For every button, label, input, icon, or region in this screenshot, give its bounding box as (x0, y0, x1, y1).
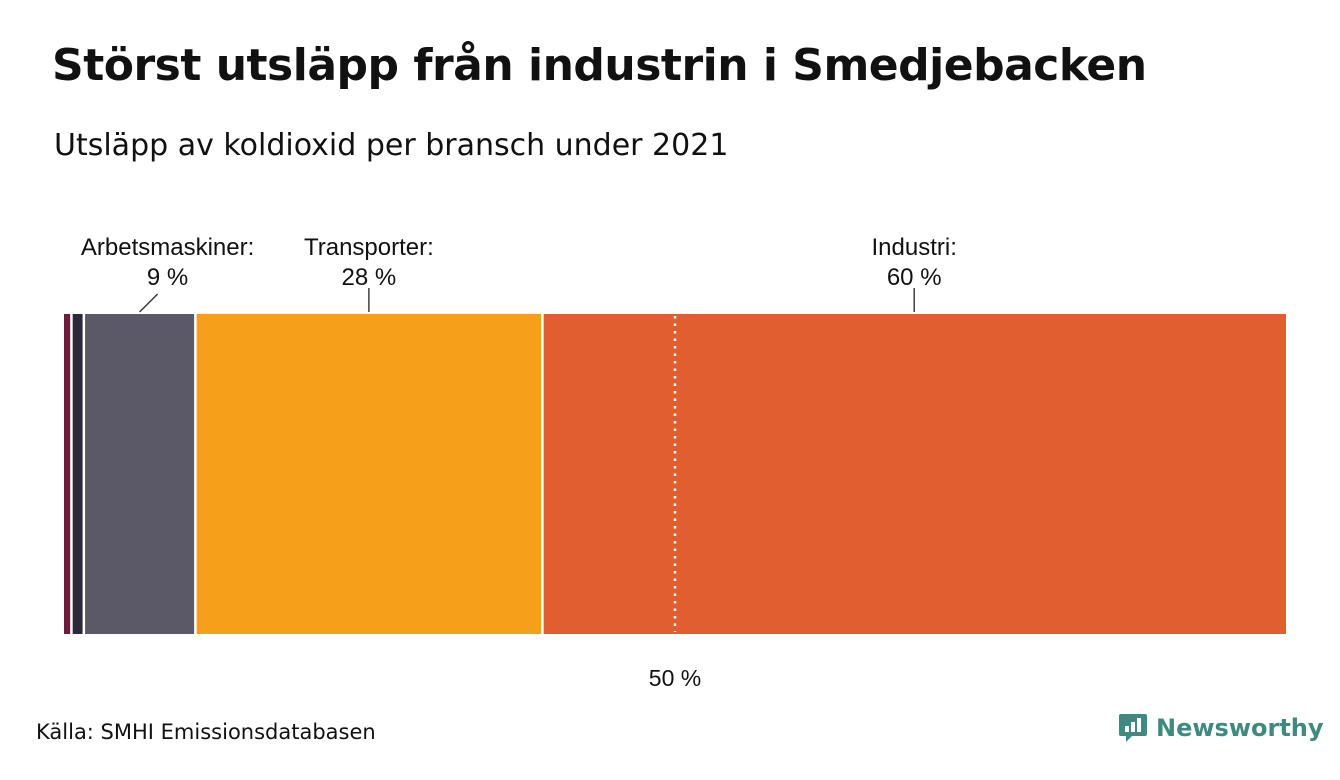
bar-segment (71, 314, 84, 634)
newsworthy-logo-icon (1119, 714, 1147, 742)
brand-name: Newsworthy (1156, 714, 1324, 742)
brand-logo: Newsworthy (1118, 712, 1324, 744)
segment-value-label: 60 % (887, 264, 942, 291)
label-leader-line (139, 293, 159, 313)
stacked-bar-chart: Arbetsmaskiner: 9 % Transporter: 28 % Indust… (64, 234, 1286, 691)
bar-segment (64, 314, 72, 634)
segment-value-label: 28 % (342, 264, 397, 291)
segment-name-label: Transporter: (304, 234, 434, 261)
bar-segment (83, 314, 196, 634)
chart-subtitle: Utsläpp av koldioxid per bransch under 2… (54, 128, 729, 163)
segment-value-label: 9 % (147, 264, 188, 291)
chart-title: Störst utsläpp från industrin i Smedjeba… (52, 40, 1147, 91)
bar-segment (542, 314, 1286, 634)
bar-segment (195, 314, 543, 634)
source-note: Källa: SMHI Emissionsdatabasen (36, 720, 376, 744)
segment-name-label: Industri: (872, 234, 957, 261)
reference-line-label: 50 % (649, 665, 701, 691)
segment-name-label: Arbetsmaskiner: (81, 234, 254, 261)
